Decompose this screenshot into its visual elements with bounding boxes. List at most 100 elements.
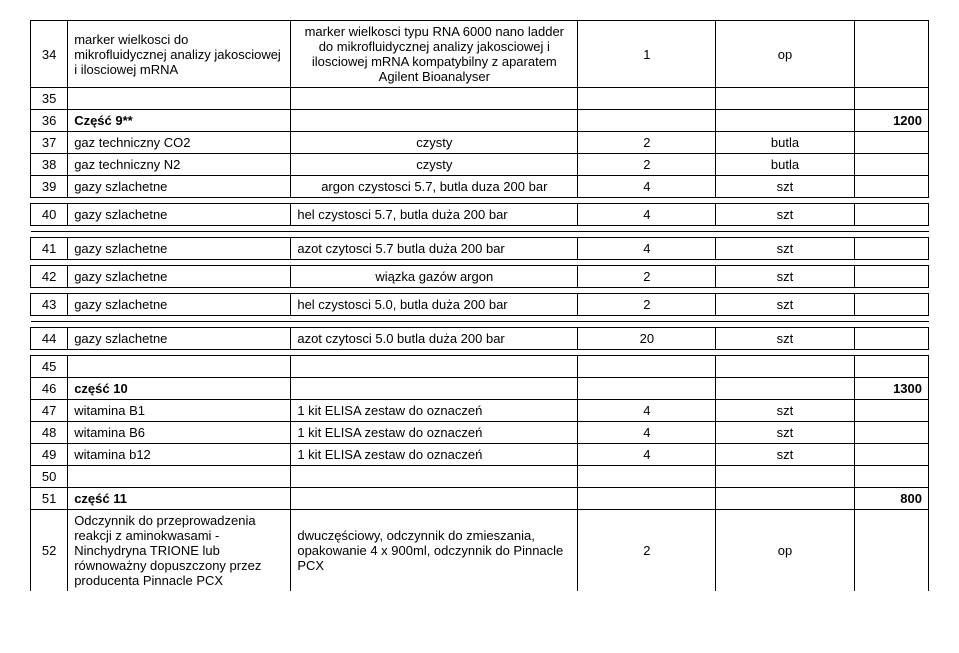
row-unit: szt	[716, 204, 854, 226]
row-number: 46	[31, 378, 68, 400]
row-number: 51	[31, 488, 68, 510]
row-name: gazy szlachetne	[68, 266, 291, 288]
row-description: hel czystosci 5.0, butla duża 200 bar	[291, 294, 578, 316]
row-description: marker wielkosci typu RNA 6000 nano ladd…	[291, 21, 578, 88]
row-extra	[854, 21, 928, 88]
row-number: 39	[31, 176, 68, 198]
row-description	[291, 466, 578, 488]
row-extra: 1200	[854, 110, 928, 132]
row-number: 47	[31, 400, 68, 422]
row-quantity	[578, 356, 716, 378]
table-row: 37gaz techniczny CO2czysty2butla	[31, 132, 929, 154]
table-row: 51część 11800	[31, 488, 929, 510]
row-description: czysty	[291, 132, 578, 154]
row-description	[291, 110, 578, 132]
row-quantity	[578, 466, 716, 488]
row-description	[291, 88, 578, 110]
row-description: 1 kit ELISA zestaw do oznaczeń	[291, 400, 578, 422]
row-unit: op	[716, 510, 854, 592]
row-number: 34	[31, 21, 68, 88]
row-name	[68, 88, 291, 110]
row-name: Odczynnik do przeprowadzenia reakcji z a…	[68, 510, 291, 592]
row-name: gazy szlachetne	[68, 238, 291, 260]
row-unit: szt	[716, 294, 854, 316]
table-row: 44gazy szlachetneazot czytosci 5.0 butla…	[31, 328, 929, 350]
table-row: 34marker wielkosci do mikrofluidycznej a…	[31, 21, 929, 88]
row-number: 52	[31, 510, 68, 592]
table-row: 38gaz techniczny N2czysty2butla	[31, 154, 929, 176]
row-quantity	[578, 378, 716, 400]
table-row: 41gazy szlachetneazot czytosci 5.7 butla…	[31, 238, 929, 260]
row-quantity: 4	[578, 176, 716, 198]
row-name: gazy szlachetne	[68, 328, 291, 350]
row-extra	[854, 266, 928, 288]
row-quantity: 2	[578, 266, 716, 288]
row-quantity: 20	[578, 328, 716, 350]
row-description: argon czystosci 5.7, butla duza 200 bar	[291, 176, 578, 198]
row-unit: butla	[716, 154, 854, 176]
table-row: 46część 101300	[31, 378, 929, 400]
table-row: 52Odczynnik do przeprowadzenia reakcji z…	[31, 510, 929, 592]
table-row: 45	[31, 356, 929, 378]
row-quantity: 2	[578, 510, 716, 592]
row-unit	[716, 378, 854, 400]
row-description: hel czystosci 5.7, butla duża 200 bar	[291, 204, 578, 226]
row-name	[68, 356, 291, 378]
row-name: gazy szlachetne	[68, 176, 291, 198]
row-name: witamina b12	[68, 444, 291, 466]
table-row: 39gazy szlachetneargon czystosci 5.7, bu…	[31, 176, 929, 198]
row-name	[68, 466, 291, 488]
row-number: 38	[31, 154, 68, 176]
row-quantity: 1	[578, 21, 716, 88]
row-name: gazy szlachetne	[68, 294, 291, 316]
row-unit	[716, 110, 854, 132]
row-unit: szt	[716, 400, 854, 422]
row-unit	[716, 466, 854, 488]
row-description: azot czytosci 5.7 butla duża 200 bar	[291, 238, 578, 260]
row-extra	[854, 422, 928, 444]
row-number: 41	[31, 238, 68, 260]
row-extra: 800	[854, 488, 928, 510]
row-extra	[854, 154, 928, 176]
row-unit: op	[716, 21, 854, 88]
row-quantity: 4	[578, 422, 716, 444]
row-number: 37	[31, 132, 68, 154]
row-name: gaz techniczny CO2	[68, 132, 291, 154]
row-description: dwuczęściowy, odczynnik do zmieszania, o…	[291, 510, 578, 592]
table-row: 43gazy szlachetnehel czystosci 5.0, butl…	[31, 294, 929, 316]
row-number: 42	[31, 266, 68, 288]
row-number: 49	[31, 444, 68, 466]
row-extra	[854, 132, 928, 154]
table-row: 49witamina b121 kit ELISA zestaw do ozna…	[31, 444, 929, 466]
row-description	[291, 488, 578, 510]
table-row: 48witamina B61 kit ELISA zestaw do oznac…	[31, 422, 929, 444]
row-quantity: 4	[578, 238, 716, 260]
row-extra	[854, 510, 928, 592]
row-number: 48	[31, 422, 68, 444]
row-description: 1 kit ELISA zestaw do oznaczeń	[291, 422, 578, 444]
row-quantity: 4	[578, 204, 716, 226]
table-row: 50	[31, 466, 929, 488]
row-extra	[854, 88, 928, 110]
row-unit: szt	[716, 266, 854, 288]
row-quantity: 2	[578, 132, 716, 154]
row-description: 1 kit ELISA zestaw do oznaczeń	[291, 444, 578, 466]
table-row: 36Część 9**1200	[31, 110, 929, 132]
row-unit: butla	[716, 132, 854, 154]
table-row: 40gazy szlachetnehel czystosci 5.7, butl…	[31, 204, 929, 226]
row-extra	[854, 356, 928, 378]
row-unit: szt	[716, 176, 854, 198]
row-unit: szt	[716, 422, 854, 444]
row-extra	[854, 444, 928, 466]
row-extra: 1300	[854, 378, 928, 400]
row-extra	[854, 400, 928, 422]
row-quantity	[578, 88, 716, 110]
row-extra	[854, 204, 928, 226]
row-name: witamina B6	[68, 422, 291, 444]
row-quantity: 2	[578, 154, 716, 176]
row-extra	[854, 294, 928, 316]
row-description: azot czytosci 5.0 butla duża 200 bar	[291, 328, 578, 350]
row-extra	[854, 328, 928, 350]
row-number: 50	[31, 466, 68, 488]
row-quantity: 2	[578, 294, 716, 316]
